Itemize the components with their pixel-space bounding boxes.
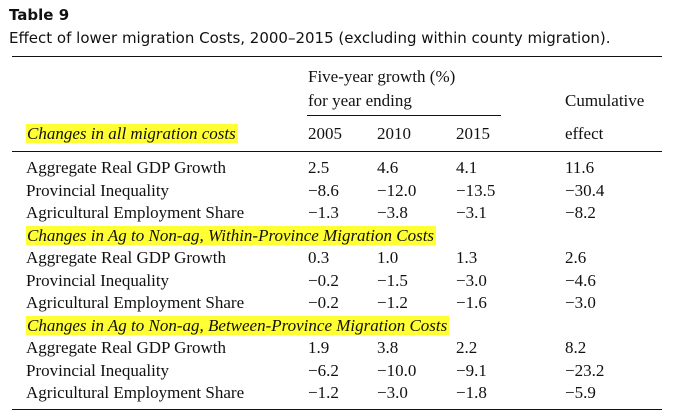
cell-2010: 4.6 <box>377 158 399 177</box>
cell-2015: −9.1 <box>456 361 487 380</box>
cell-2010: −10.0 <box>377 361 417 380</box>
cell-2005: −1.3 <box>308 203 339 222</box>
row-label: Aggregate Real GDP Growth <box>26 158 227 177</box>
cell-2010: −3.8 <box>377 203 408 222</box>
row-label: Agricultural Employment Share <box>26 383 245 402</box>
cell-2010: −3.0 <box>377 383 408 402</box>
cell-2015: 1.3 <box>456 248 478 267</box>
section-title-highlight: Changes in Ag to Non-ag, Within-Province… <box>26 226 437 245</box>
section-title-highlight: Changes in all migration costs <box>26 124 238 143</box>
cell-2005: −6.2 <box>308 361 339 380</box>
cell-2005: 2.5 <box>308 158 330 177</box>
row-label: Agricultural Employment Share <box>26 293 245 312</box>
section-title-highlight: Changes in Ag to Non-ag, Between-Provinc… <box>26 316 450 335</box>
cell-2010: 3.8 <box>377 338 399 357</box>
cell-2005: −8.6 <box>308 181 339 200</box>
table-label: Table 9 <box>9 6 70 24</box>
growth-header-line1: Five-year growth (%) <box>308 67 456 86</box>
section-title: Changes in all migration costs <box>26 124 238 144</box>
cell-cumulative: 11.6 <box>565 158 595 177</box>
growth-header-underline <box>307 115 501 116</box>
cell-cumulative: −23.2 <box>565 361 605 380</box>
cell-cumulative: 2.6 <box>565 248 587 267</box>
cell-2005: 0.3 <box>308 248 330 267</box>
header-rule <box>12 151 662 152</box>
cumulative-header-line1: Cumulative <box>565 91 645 110</box>
cell-cumulative: −4.6 <box>565 271 596 290</box>
row-label: Aggregate Real GDP Growth <box>26 248 227 267</box>
cell-cumulative: −3.0 <box>565 293 596 312</box>
year-header-2010: 2010 <box>377 124 411 143</box>
cell-2010: −12.0 <box>377 181 417 200</box>
row-label: Provincial Inequality <box>26 271 170 290</box>
cell-2015: −1.8 <box>456 383 487 402</box>
cell-2005: −1.2 <box>308 383 339 402</box>
cell-2010: −1.5 <box>377 271 408 290</box>
cell-cumulative: −30.4 <box>565 181 605 200</box>
bottom-rule <box>12 409 662 410</box>
cell-2015: −1.6 <box>456 293 487 312</box>
cell-2015: 2.2 <box>456 338 478 357</box>
year-header-2015: 2015 <box>456 124 490 143</box>
section-title: Changes in Ag to Non-ag, Within-Province… <box>26 226 437 246</box>
cell-2010: −1.2 <box>377 293 408 312</box>
row-label: Provincial Inequality <box>26 181 170 200</box>
cell-2005: −0.2 <box>308 293 339 312</box>
growth-header-line2: for year ending <box>308 91 412 110</box>
table-caption: Effect of lower migration Costs, 2000–20… <box>9 29 611 47</box>
cell-cumulative: 8.2 <box>565 338 587 357</box>
row-label: Agricultural Employment Share <box>26 203 245 222</box>
row-label: Aggregate Real GDP Growth <box>26 338 227 357</box>
cell-2015: −13.5 <box>456 181 496 200</box>
cell-2010: 1.0 <box>377 248 399 267</box>
cumulative-header-line2: effect <box>565 124 604 143</box>
cell-2005: −0.2 <box>308 271 339 290</box>
cell-2015: −3.0 <box>456 271 487 290</box>
year-header-2005: 2005 <box>308 124 342 143</box>
row-label: Provincial Inequality <box>26 361 170 380</box>
cell-cumulative: −8.2 <box>565 203 596 222</box>
cell-2015: −3.1 <box>456 203 487 222</box>
cell-cumulative: −5.9 <box>565 383 596 402</box>
top-rule <box>12 56 662 57</box>
cell-2005: 1.9 <box>308 338 330 357</box>
section-title: Changes in Ag to Non-ag, Between-Provinc… <box>26 316 450 336</box>
cell-2015: 4.1 <box>456 158 478 177</box>
